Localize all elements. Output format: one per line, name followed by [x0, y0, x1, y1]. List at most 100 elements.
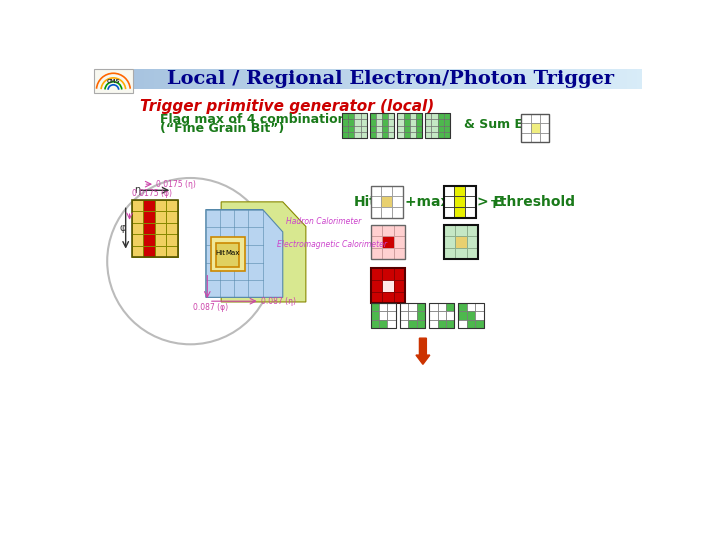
- Bar: [397, 126, 404, 132]
- Bar: [602, 70, 607, 90]
- Bar: [500, 70, 505, 90]
- Bar: [166, 246, 178, 257]
- Text: 0.087 (η): 0.087 (η): [261, 296, 296, 306]
- Bar: [480, 70, 485, 90]
- Bar: [632, 70, 637, 90]
- Bar: [417, 311, 426, 320]
- Bar: [540, 123, 549, 132]
- Bar: [149, 70, 155, 90]
- Bar: [400, 320, 408, 328]
- Bar: [271, 70, 276, 90]
- Bar: [397, 113, 422, 138]
- Bar: [195, 70, 200, 90]
- Bar: [382, 132, 388, 138]
- Bar: [205, 70, 210, 90]
- Bar: [566, 70, 571, 90]
- Bar: [132, 200, 178, 257]
- Bar: [348, 126, 354, 132]
- Text: 0.0175 (φ): 0.0175 (φ): [132, 189, 172, 198]
- Bar: [431, 113, 438, 119]
- Bar: [132, 234, 143, 246]
- Bar: [361, 119, 366, 126]
- Bar: [410, 126, 416, 132]
- Bar: [485, 70, 490, 90]
- Bar: [388, 119, 395, 126]
- Bar: [521, 70, 526, 90]
- Bar: [382, 280, 394, 292]
- Bar: [394, 248, 405, 259]
- Bar: [531, 132, 540, 142]
- Bar: [410, 132, 416, 138]
- Bar: [444, 225, 455, 236]
- Bar: [370, 119, 376, 126]
- Bar: [382, 292, 394, 303]
- Bar: [429, 70, 434, 90]
- Bar: [371, 225, 382, 236]
- Bar: [225, 70, 230, 90]
- Bar: [220, 70, 225, 90]
- Text: 0.0175 (η): 0.0175 (η): [156, 180, 197, 188]
- Bar: [134, 70, 139, 90]
- Text: Flag max of 4 combinations: Flag max of 4 combinations: [160, 112, 354, 125]
- Bar: [378, 70, 383, 90]
- Bar: [439, 70, 444, 90]
- Bar: [398, 70, 403, 90]
- Text: (“Fine Grain Bit”): (“Fine Grain Bit”): [160, 122, 284, 135]
- Text: +max of: +max of: [405, 195, 470, 209]
- Bar: [438, 311, 446, 320]
- Bar: [397, 132, 404, 138]
- Bar: [394, 280, 405, 292]
- Bar: [363, 70, 368, 90]
- Bar: [400, 311, 408, 320]
- Bar: [459, 70, 464, 90]
- Bar: [338, 70, 343, 90]
- Bar: [333, 70, 338, 90]
- Bar: [444, 186, 454, 197]
- Bar: [465, 197, 476, 207]
- Bar: [379, 320, 387, 328]
- Bar: [342, 113, 366, 138]
- Bar: [394, 236, 405, 248]
- Bar: [394, 292, 405, 303]
- Bar: [376, 119, 382, 126]
- Bar: [531, 70, 536, 90]
- Bar: [354, 119, 361, 126]
- Bar: [388, 113, 395, 119]
- Bar: [429, 303, 454, 328]
- Bar: [354, 132, 361, 138]
- Bar: [454, 197, 465, 207]
- Bar: [166, 222, 178, 234]
- Bar: [521, 132, 531, 142]
- Bar: [475, 320, 484, 328]
- Bar: [348, 70, 353, 90]
- Bar: [166, 234, 178, 246]
- Bar: [617, 70, 622, 90]
- Text: Hit: Hit: [354, 195, 377, 209]
- Bar: [404, 132, 410, 138]
- Bar: [540, 114, 549, 123]
- Bar: [467, 303, 475, 311]
- Bar: [388, 132, 395, 138]
- Bar: [175, 70, 180, 90]
- Bar: [526, 70, 531, 90]
- Text: 0.087 (φ): 0.087 (φ): [194, 303, 228, 312]
- Bar: [376, 113, 382, 119]
- Bar: [387, 303, 396, 311]
- Bar: [170, 70, 175, 90]
- Bar: [521, 114, 549, 142]
- Bar: [446, 303, 454, 311]
- Bar: [343, 70, 348, 90]
- Bar: [417, 303, 426, 311]
- Bar: [276, 70, 282, 90]
- Bar: [426, 119, 431, 126]
- Bar: [607, 70, 612, 90]
- Bar: [454, 207, 465, 218]
- Bar: [516, 70, 521, 90]
- Bar: [459, 320, 467, 328]
- Bar: [211, 237, 245, 271]
- Bar: [444, 126, 450, 132]
- Bar: [143, 246, 155, 257]
- Bar: [371, 280, 382, 292]
- Text: threshold: threshold: [495, 195, 575, 209]
- Bar: [408, 303, 417, 311]
